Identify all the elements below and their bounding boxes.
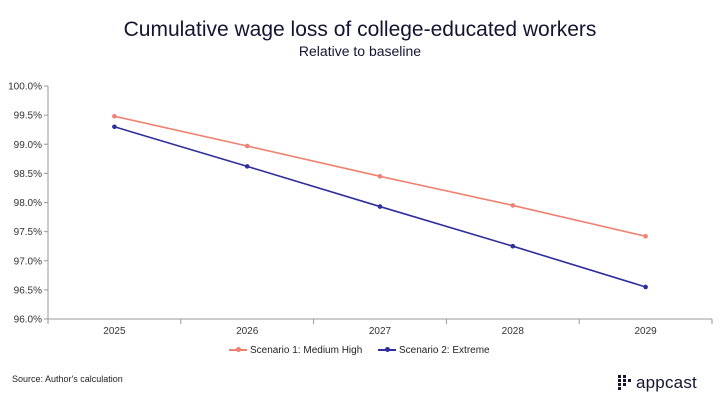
x-tick-label: 2028	[502, 326, 525, 337]
appcast-dots-icon	[618, 375, 631, 390]
chart-title: Cumulative wage loss of college-educated…	[123, 18, 597, 41]
y-tick-label: 98.0%	[14, 198, 42, 209]
x-tick-label: 2029	[634, 326, 657, 337]
legend-item-series-2: Scenario 2: Extreme	[378, 343, 490, 357]
data-point-series-1	[510, 203, 516, 208]
appcast-logo: appcast	[618, 373, 697, 393]
legend-swatch-series-2	[378, 343, 396, 357]
legend-item-series-1: Scenario 1: Medium High	[229, 343, 362, 357]
data-point-series-1	[112, 113, 117, 119]
legend-swatch-series-1	[229, 343, 247, 357]
data-point-series-2	[112, 124, 117, 130]
data-point-series-2	[244, 164, 250, 169]
data-point-series-2	[643, 284, 648, 290]
source-note: Source: Author's calculation	[12, 374, 123, 384]
chart-subtitle: Relative to baseline	[298, 43, 422, 59]
brand-name: appcast	[636, 373, 697, 392]
x-axis-ticks: 2025 2026 2027 2028 2029	[47, 319, 713, 337]
x-tick-label: 2025	[103, 326, 126, 337]
y-axis-ticks: 96.0% 96.5% 97.0% 97.5% 98.0% 98.5% 99.0% 99.5%…	[8, 82, 48, 326]
y-tick-label: 98.5%	[14, 169, 42, 180]
legend: Scenario 1: Medium High Scenario 2: Extr…	[0, 343, 720, 357]
y-tick-label: 100.0%	[8, 82, 42, 93]
series-layer	[112, 113, 648, 290]
y-tick-label: 97.0%	[14, 256, 42, 267]
legend-label-series-2: Scenario 2: Extreme	[399, 344, 490, 356]
y-tick-label: 97.5%	[14, 227, 42, 238]
x-tick-label: 2027	[369, 326, 392, 337]
data-point-series-1	[643, 233, 648, 239]
data-point-series-2	[377, 204, 383, 209]
x-tick-label: 2026	[236, 326, 259, 337]
data-point-series-1	[244, 143, 250, 149]
data-point-series-1	[377, 173, 383, 179]
y-tick-label: 96.0%	[14, 315, 42, 326]
y-tick-label: 99.5%	[14, 111, 42, 122]
y-tick-label: 96.5%	[14, 285, 42, 296]
legend-label-series-1: Scenario 1: Medium High	[250, 344, 363, 356]
data-point-series-2	[510, 243, 516, 249]
y-tick-label: 99.0%	[14, 140, 42, 151]
